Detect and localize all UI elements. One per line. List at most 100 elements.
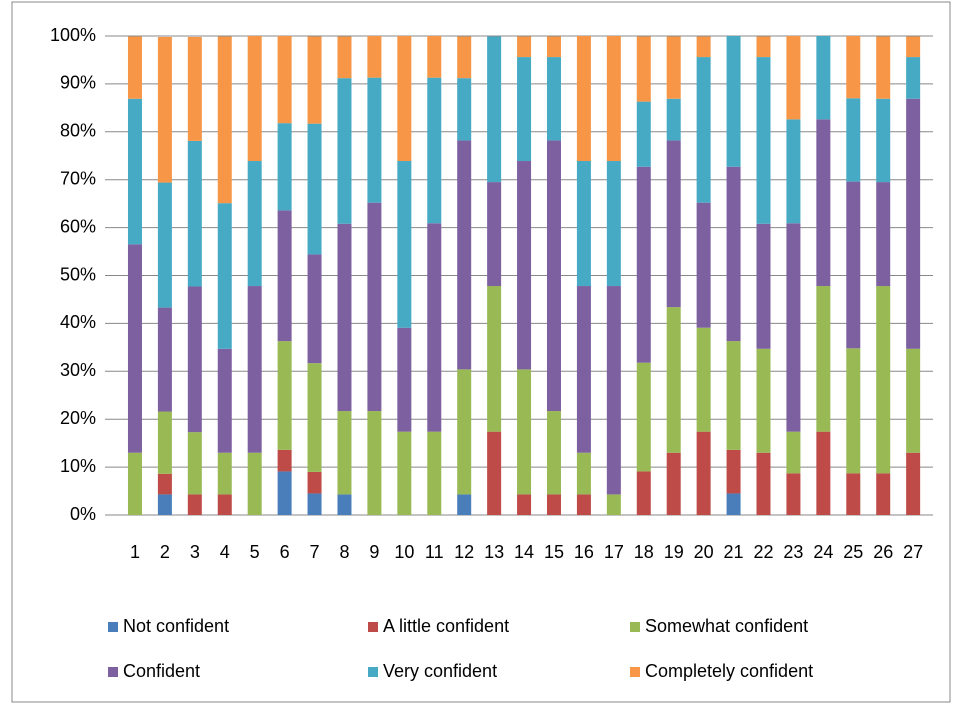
bar-segment [277,341,292,450]
bar-segment [726,166,741,342]
bar-segment [217,348,232,453]
bar-segment [367,36,382,78]
bar-segment [636,101,651,167]
bar-segment [576,36,591,162]
bar-segment [636,36,651,102]
x-tick-label: 3 [190,542,200,562]
bar-segment [307,36,322,124]
legend-swatch [630,622,640,632]
bar-segment [786,473,801,515]
x-tick-label: 8 [339,542,349,562]
bar-segment [606,286,621,495]
bar-segment [546,57,561,141]
bar-segment [786,119,801,224]
bar-segment [846,473,861,515]
bar-segment [876,473,891,515]
bar-segment [517,36,532,58]
bar-segment [876,98,891,183]
bar-segment [397,36,412,162]
y-tick-label: 40% [60,312,96,332]
x-tick-label: 11 [425,542,444,562]
bar-segment [337,36,352,79]
x-tick-label: 16 [574,542,594,562]
y-tick-label: 0% [70,504,96,524]
x-tick-label: 24 [813,542,833,562]
bar-segment [906,57,921,99]
bar-segment [696,57,711,203]
bar-segment [846,181,861,349]
bar-segment [307,493,322,515]
bar-segment [666,98,681,141]
bar-segment [307,363,322,472]
bar-segment [876,36,891,99]
bar-segment [666,140,681,308]
bar-segment [487,431,502,515]
y-tick-label: 10% [60,456,96,476]
y-tick-label: 30% [60,360,96,380]
bar-segment [846,98,861,182]
bar-segment [816,286,831,432]
bar-segment [337,411,352,495]
x-tick-label: 13 [484,542,504,562]
bar-segment [726,493,741,515]
x-tick-label: 19 [664,542,684,562]
bar-segment [457,78,472,141]
bar-segment [427,431,442,515]
x-tick-label: 15 [544,542,564,562]
x-tick-label: 21 [724,542,744,562]
bar-segment [876,286,891,474]
legend-swatch [108,622,118,632]
bar-segment [457,36,472,79]
x-tick-label: 2 [160,542,170,562]
bar-segment [157,182,172,308]
y-tick-label: 20% [60,408,96,428]
bar-segment [546,411,561,495]
bar-segment [906,36,921,58]
x-tick-label: 22 [753,542,773,562]
x-tick-label: 1 [130,542,140,562]
bar-segment [187,36,202,141]
bar-segment [756,36,771,58]
bar-segment [157,411,172,474]
bar-segment [487,286,502,432]
bar-segment [696,202,711,328]
y-tick-label: 90% [60,73,96,93]
bar-segment [906,348,921,453]
bar-segment [487,182,502,287]
bar-segment [367,202,382,412]
chart-frame [11,1,951,703]
bar-segment [367,411,382,515]
x-tick-label: 23 [783,542,803,562]
bar-segment [367,77,382,203]
y-tick-label: 60% [60,216,96,236]
x-tick-label: 18 [634,542,654,562]
bar-segment [157,473,172,495]
bar-segment [576,452,591,495]
bar-segment [397,161,412,328]
x-tick-label: 12 [454,542,474,562]
y-tick-label: 50% [60,264,96,284]
bar-segment [337,78,352,224]
bar-segment [576,494,591,515]
x-tick-label: 20 [694,542,714,562]
legend-swatch [368,667,378,677]
bar-segment [906,452,921,515]
bar-segment [636,471,651,515]
y-tick-label: 100% [50,25,96,45]
bar-segment [517,369,532,495]
bar-segment [187,140,202,287]
bar-segment [247,452,262,515]
bar-segment [756,223,771,349]
bar-segment [157,494,172,515]
bar-segment [726,341,741,450]
bar-segment [487,36,502,183]
bar-segment [576,161,591,287]
legend-label: Completely confident [645,661,813,681]
bar-segment [576,286,591,453]
bar-segment [546,494,561,515]
x-tick-label: 6 [280,542,290,562]
y-tick-label: 80% [60,121,96,141]
bar-segment [307,254,322,364]
bar-segment [517,494,532,515]
bar-segment [756,452,771,515]
